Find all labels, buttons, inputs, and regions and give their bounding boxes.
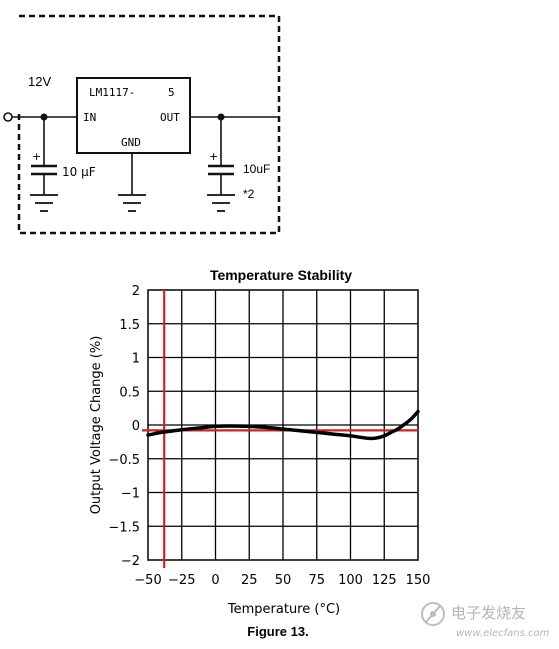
y-tick-label: −0.5	[108, 453, 140, 468]
x-tick-label: 0	[211, 573, 219, 588]
regulator-suffix-label: 5	[168, 86, 175, 99]
data-series	[146, 409, 420, 441]
y-tick-label: 1.5	[119, 318, 140, 333]
input-cap-polarity: +	[32, 150, 41, 163]
chart-title: Temperature Stability	[210, 267, 352, 283]
y-tick-label: 1	[132, 352, 140, 367]
ground-symbol-output	[207, 194, 235, 212]
schematic: 12V LM1117- 5 IN OUT GND + 10 µF	[3, 14, 281, 235]
y-axis-label: Output Voltage Change (%)	[89, 336, 104, 515]
output-capacitor: + 10uF *2	[208, 117, 270, 201]
y-tick-label: −1	[121, 487, 140, 502]
x-axis-label: Temperature (°C)	[227, 602, 340, 617]
pin-out-label: OUT	[160, 111, 180, 124]
tick-labels: −50 −25 0 25 50 75 100 125 150 2 1.5 1 0.5 0 −0.5 −1 −1.…	[108, 284, 430, 588]
regulator-box	[76, 77, 191, 154]
output-cap-value: 10uF	[243, 162, 270, 176]
y-tick-label: −2	[121, 554, 140, 569]
input-terminal	[3, 112, 13, 122]
input-voltage-label: 12V	[28, 74, 51, 89]
regulator-part-label: LM1117-	[89, 86, 135, 99]
output-cap-note: *2	[243, 187, 255, 201]
x-tick-label: 50	[275, 573, 292, 588]
figure-caption: Figure 13.	[247, 624, 308, 639]
x-tick-label: −50	[134, 573, 161, 588]
x-tick-label: 75	[308, 573, 325, 588]
dashed-enclosure	[17, 14, 281, 235]
output-cap-polarity: +	[209, 150, 218, 163]
x-tick-label: 100	[338, 573, 363, 588]
watermark-logo-icon	[421, 602, 445, 626]
ground-symbol-regulator	[118, 194, 146, 212]
input-cap-value: 10 µF	[62, 165, 96, 179]
x-tick-label: 150	[406, 573, 431, 588]
ground-symbol-input	[30, 194, 58, 212]
y-tick-label: 0	[132, 419, 140, 434]
pin-gnd-label: GND	[121, 136, 141, 149]
watermark-en: www.elecfans.com	[456, 628, 550, 639]
x-tick-label: 125	[372, 573, 397, 588]
x-tick-label: −25	[168, 573, 195, 588]
x-tick-label: 25	[241, 573, 258, 588]
series-line	[146, 409, 420, 441]
pin-in-label: IN	[83, 111, 96, 124]
temperature-stability-chart: Temperature Stability −50 −25 0 25 50 75 100 12…	[89, 267, 430, 639]
watermark: 电子发烧友 www.elecfans.com	[421, 602, 550, 639]
y-tick-label: −1.5	[108, 520, 140, 535]
input-capacitor: + 10 µF	[31, 117, 96, 195]
watermark-cn: 电子发烧友	[451, 604, 526, 622]
y-tick-label: 2	[132, 284, 140, 299]
grid-lines	[148, 290, 418, 560]
y-tick-label: 0.5	[119, 385, 140, 400]
